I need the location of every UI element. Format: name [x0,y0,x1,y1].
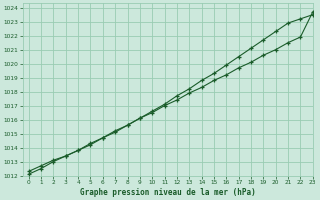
X-axis label: Graphe pression niveau de la mer (hPa): Graphe pression niveau de la mer (hPa) [80,188,256,197]
